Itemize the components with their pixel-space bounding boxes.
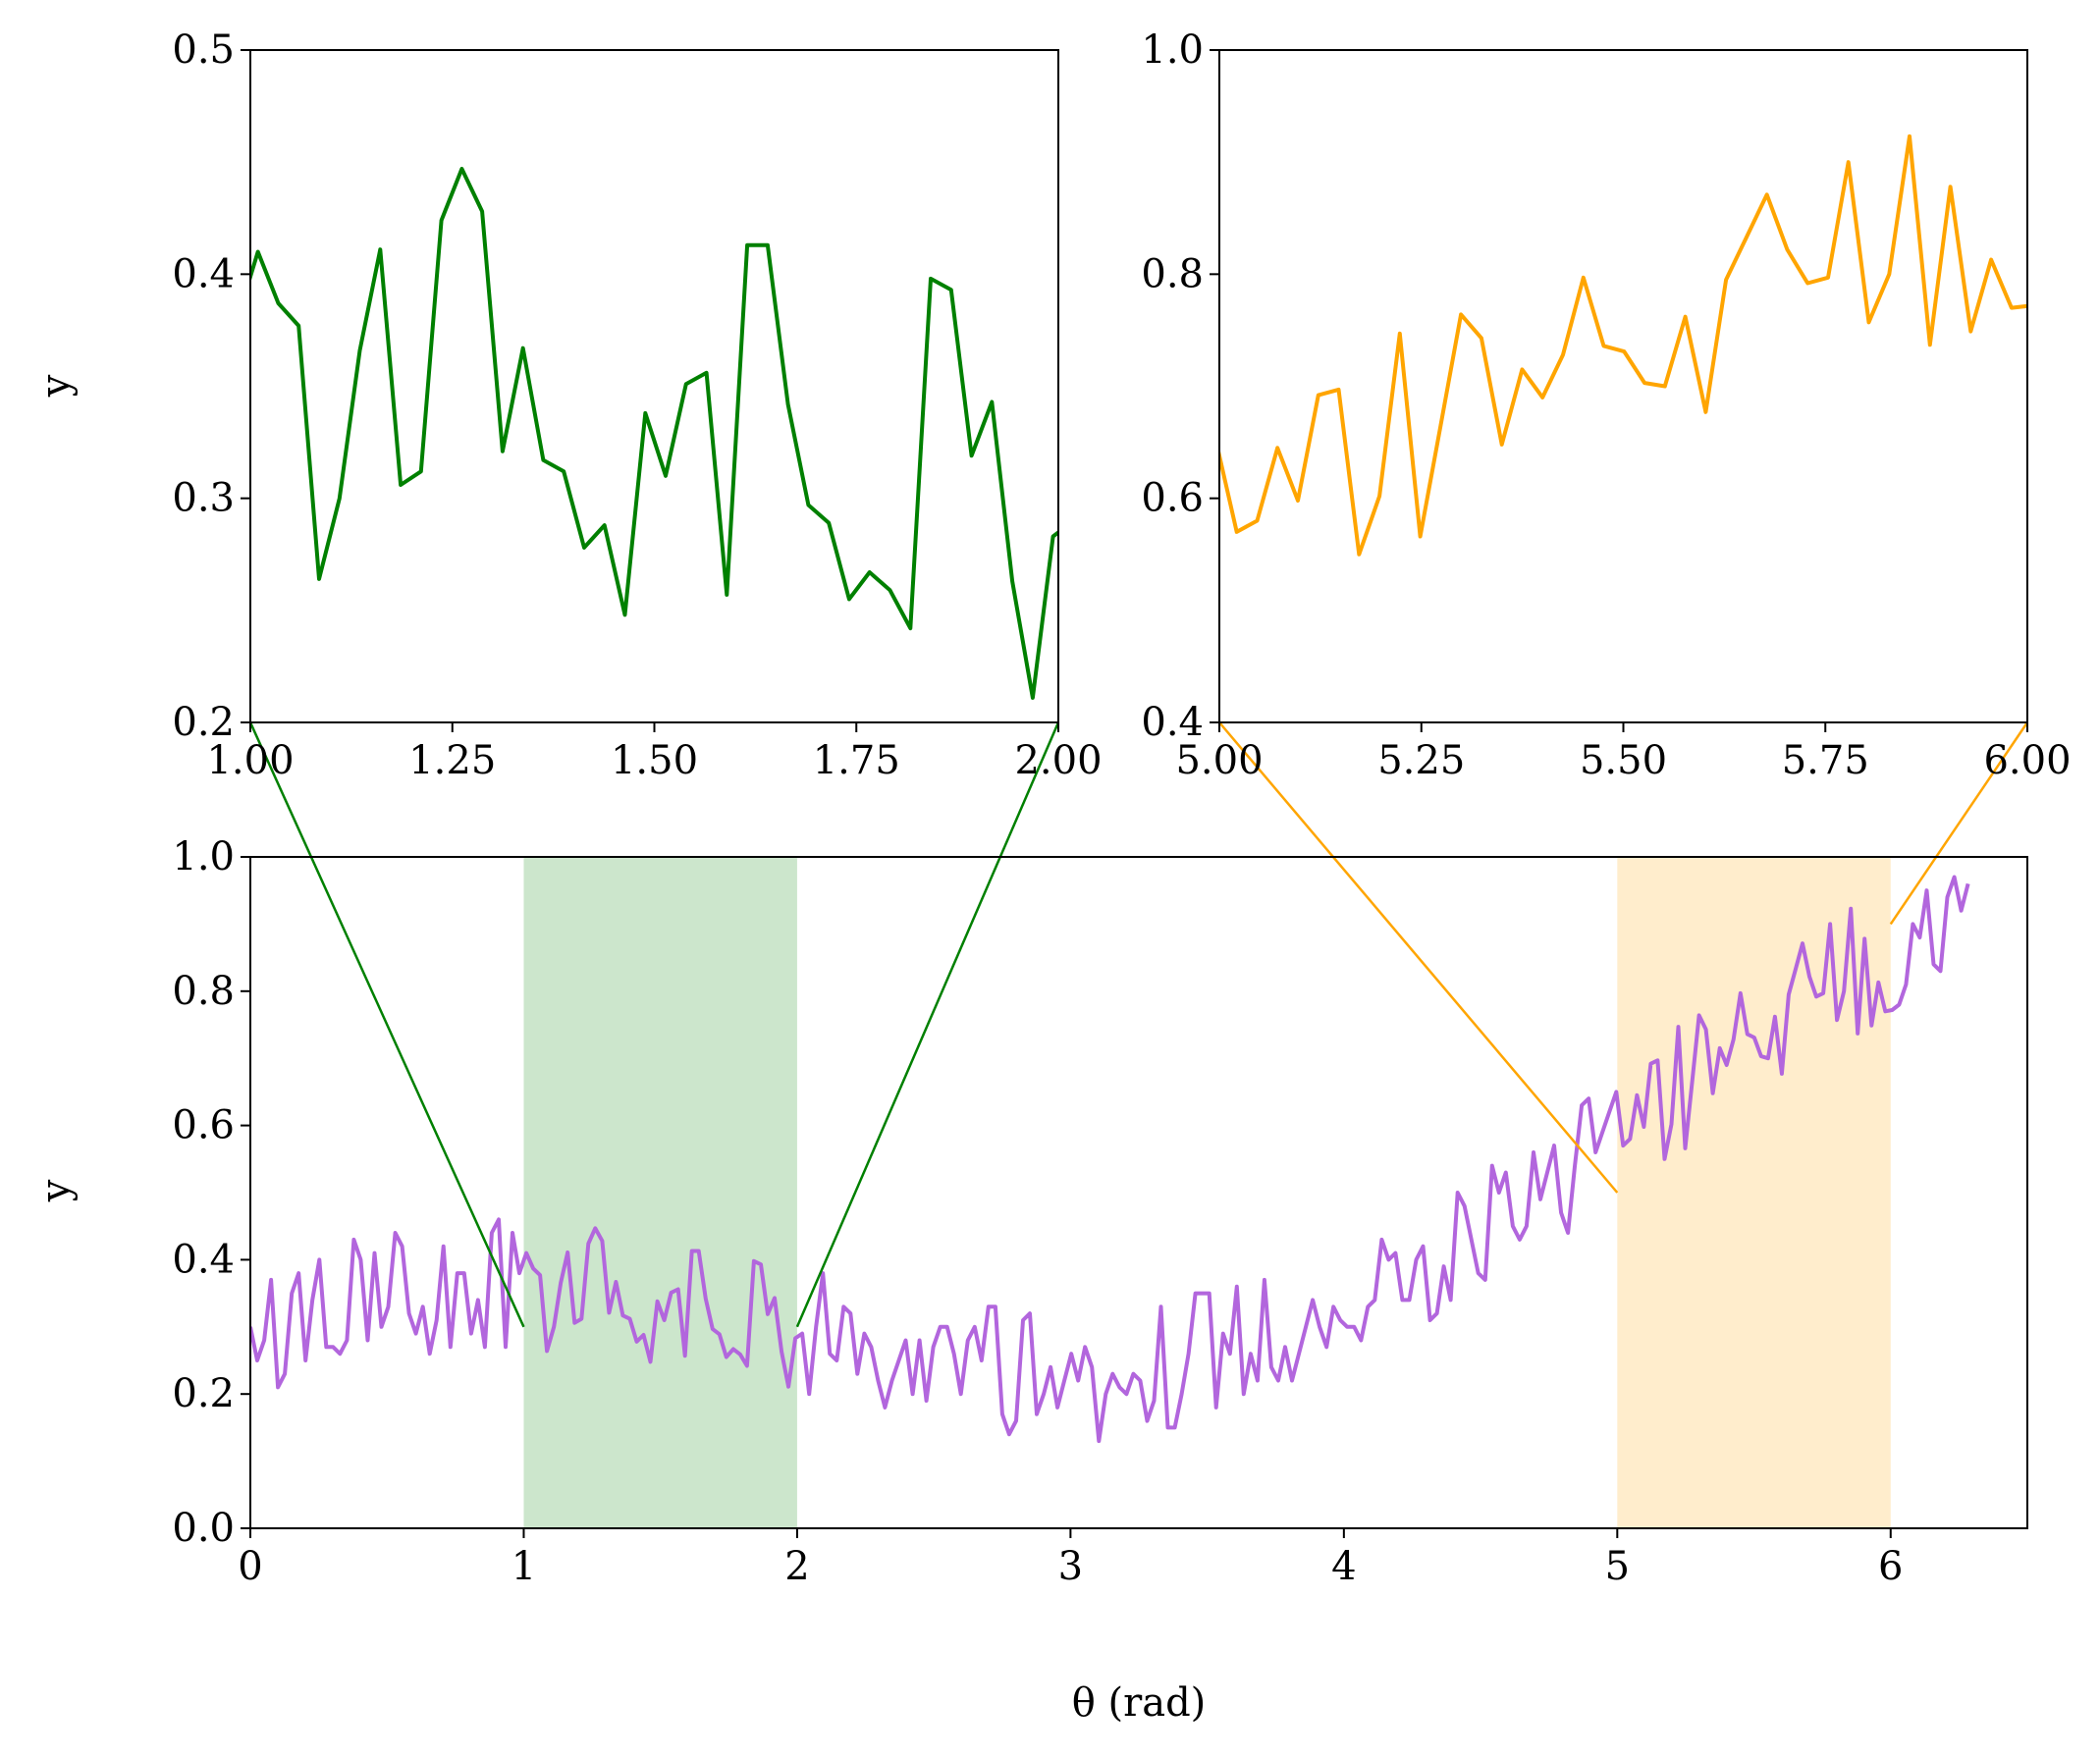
inset_orange-x-tick-label: 5.75 [1782,738,1869,783]
main-x-tick-label: 4 [1331,1544,1356,1589]
inset_green-y-tick-label: 0.2 [172,700,235,745]
inset_orange-x-tick-label: 5.25 [1377,738,1465,783]
main-series-line [250,875,1970,1444]
main-y-tick-label: 0.6 [172,1103,235,1148]
inset_orange-y-tick-label: 1.0 [1141,27,1204,73]
inset_green-series-line [250,167,1058,700]
inset_green-x-tick-label: 1.50 [611,738,698,783]
highlight-span-orange [1617,857,1891,1528]
main-y-axis-label: y [33,1179,79,1202]
inset-y-axis-label: y [33,374,79,398]
inset_orange-x-tick-label: 5.00 [1175,738,1263,783]
main-x-tick-label: 1 [512,1544,536,1589]
inset_orange-y-tick-label: 0.6 [1141,476,1204,521]
data-lines [250,133,2027,1444]
inset_orange-series-line [1219,133,2027,557]
inset_green-y-tick-label: 0.4 [172,251,235,296]
main-x-axis-label: θ (rad) [1072,1680,1207,1726]
inset_green-x-tick-label: 1.25 [408,738,496,783]
inset_orange-x-tick-label: 5.50 [1580,738,1667,783]
inset_orange-y-tick-label: 0.4 [1141,700,1204,745]
main-y-tick-label: 0.2 [172,1371,235,1416]
main-y-tick-label: 0.0 [172,1506,235,1551]
inset_green-axes-frame [249,49,1059,723]
inset_orange-y-tick-label: 0.8 [1141,251,1204,296]
main-x-tick-label: 5 [1605,1544,1630,1589]
axes: 1.00 1.25 1.50 1.75 2.000.20.30.40.55.00 5.25… [172,27,2071,1589]
main-y-tick-label: 1.0 [172,834,235,879]
inset_green-y-tick-label: 0.3 [172,476,235,521]
inset_green-x-tick-label: 2.00 [1014,738,1102,783]
zoom-connectors [248,721,2029,1328]
main-y-tick-label: 0.8 [172,969,235,1014]
main-x-tick-label: 6 [1878,1544,1903,1589]
inset_orange-x-tick-label: 6.00 [1983,738,2071,783]
inset_green-x-tick-label: 1.00 [206,738,294,783]
main-x-tick-label: 2 [784,1544,809,1589]
inset_green-y-tick-label: 0.5 [172,27,235,73]
connector-orange-right [1889,721,2029,926]
connector-orange-left [1218,721,1619,1194]
connector-green-left [248,721,525,1328]
main-x-tick-label: 3 [1058,1544,1083,1589]
main-y-tick-label: 0.4 [172,1237,235,1282]
main-axes-frame [249,856,2028,1529]
main-x-tick-label: 0 [238,1544,262,1589]
connector-green-right [795,721,1060,1328]
highlight-span-green [523,857,797,1528]
inset_green-x-tick-label: 1.75 [813,738,900,783]
highlight-spans [523,857,1891,1528]
